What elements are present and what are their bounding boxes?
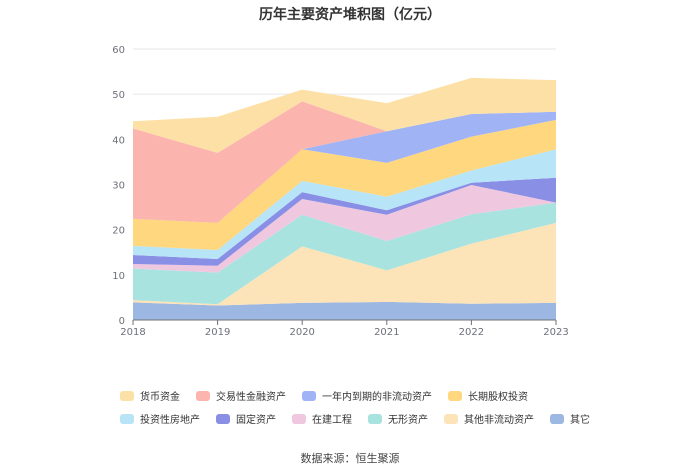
area-交易性金融资产 — [133, 101, 556, 223]
area-长期股权投资 — [133, 119, 556, 250]
chart-title: 历年主要资产堆积图（亿元） — [259, 7, 441, 23]
legend-swatch — [302, 390, 316, 401]
x-tick-label: 2019 — [205, 327, 230, 338]
legend-label: 长期股权投资 — [468, 392, 528, 403]
y-tick-label: 30 — [112, 181, 125, 192]
area-无形资产 — [133, 202, 556, 305]
legend-label: 在建工程 — [312, 415, 352, 426]
legend-item[interactable]: 长期股权投资 — [448, 388, 528, 403]
legend-item[interactable]: 其它 — [550, 411, 590, 426]
legend-label: 固定资产 — [236, 415, 276, 426]
area-其它 — [133, 301, 556, 320]
legend-row: 货币资金 交易性金融资产 一年内到期的非流动资产 长期股权投资 — [120, 388, 600, 403]
y-tick-label: 10 — [112, 271, 125, 282]
y-tick-label: 40 — [112, 135, 125, 146]
y-tick-label: 60 — [112, 45, 125, 56]
area-其他非流动资产 — [133, 222, 556, 306]
legend-item[interactable]: 一年内到期的非流动资产 — [302, 388, 432, 403]
legend-swatch — [448, 390, 462, 401]
y-tick-label: 20 — [112, 226, 125, 237]
legend-label: 无形资产 — [388, 415, 428, 426]
legend-swatch — [550, 413, 564, 424]
legend-swatch — [120, 390, 134, 401]
area-货币资金 — [133, 77, 556, 153]
legend-label: 交易性金融资产 — [216, 392, 286, 403]
legend-item[interactable]: 其他非流动资产 — [444, 411, 534, 426]
legend-swatch — [120, 413, 134, 424]
y-tick-label: 0 — [119, 316, 125, 327]
x-tick-label: 2022 — [459, 327, 484, 338]
data-source: 数据来源：恒生聚源 — [300, 452, 400, 465]
legend-label: 货币资金 — [140, 392, 180, 403]
legend-swatch — [216, 413, 230, 424]
legend-item[interactable]: 货币资金 — [120, 388, 180, 403]
legend-swatch — [444, 413, 458, 424]
x-tick-label: 2023 — [543, 327, 568, 338]
legend: 货币资金 交易性金融资产 一年内到期的非流动资产 长期股权投资 投资性房地产 固定资产 在… — [120, 388, 600, 434]
x-tick-label: 2020 — [289, 327, 314, 338]
y-tick-label: 50 — [112, 90, 125, 101]
legend-swatch — [196, 390, 210, 401]
legend-item[interactable]: 交易性金融资产 — [196, 388, 286, 403]
x-tick-label: 2021 — [374, 327, 399, 338]
area-投资性房地产 — [133, 149, 556, 260]
legend-label: 其他非流动资产 — [464, 415, 534, 426]
area-一年内到期的非流动资产 — [133, 111, 556, 223]
area-在建工程 — [133, 184, 556, 273]
legend-swatch — [292, 413, 306, 424]
legend-item[interactable]: 投资性房地产 — [120, 411, 200, 426]
legend-label: 其它 — [570, 415, 590, 426]
legend-row: 投资性房地产 固定资产 在建工程 无形资产 其他非流动资产 其它 — [120, 411, 600, 426]
legend-swatch — [368, 413, 382, 424]
legend-item[interactable]: 无形资产 — [368, 411, 428, 426]
legend-label: 投资性房地产 — [140, 415, 200, 426]
x-tick-label: 2018 — [120, 327, 145, 338]
legend-item[interactable]: 在建工程 — [292, 411, 352, 426]
area-固定资产 — [133, 177, 556, 266]
legend-label: 一年内到期的非流动资产 — [322, 392, 432, 403]
legend-item[interactable]: 固定资产 — [216, 411, 276, 426]
